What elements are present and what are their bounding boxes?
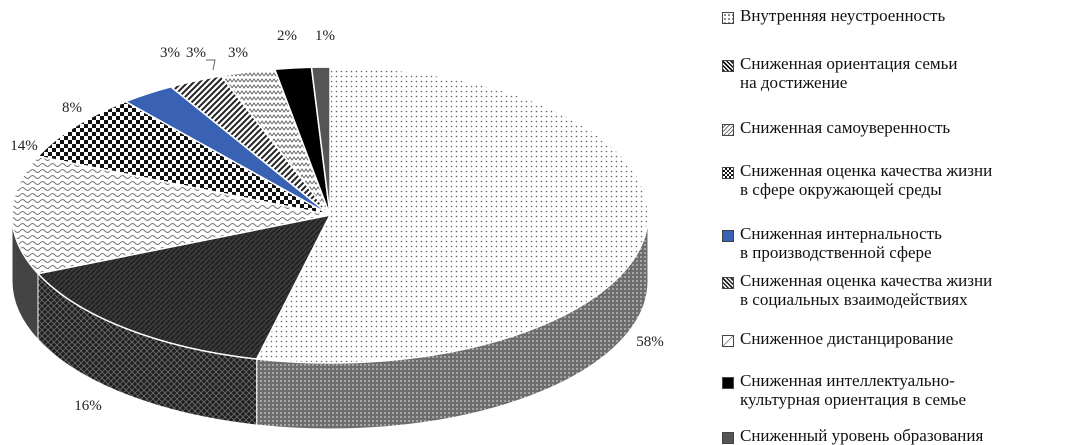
legend-item: Сниженная оценка качества жизни в сфере … bbox=[722, 161, 1091, 199]
legend-label: Сниженное дистанцирование bbox=[740, 329, 954, 348]
pie-label-6: 3% bbox=[228, 45, 248, 61]
legend-label: Сниженная интернальность в производствен… bbox=[740, 224, 942, 262]
pie-label-2: 14% bbox=[10, 138, 38, 154]
legend-swatch bbox=[722, 12, 734, 24]
leader-line bbox=[206, 59, 216, 71]
legend-item: Сниженная интернальность в производствен… bbox=[722, 224, 1091, 262]
pie-label-1: 16% bbox=[74, 398, 102, 414]
pie-label-5: 3% bbox=[186, 45, 206, 61]
pie-label-8: 1% bbox=[315, 28, 335, 44]
pie-label-7: 2% bbox=[277, 28, 297, 44]
legend-item: Сниженное дистанцирование bbox=[722, 329, 1091, 348]
legend-label: Сниженная ориентация семьи на достижение bbox=[740, 54, 958, 92]
pie-labels: 58% 16% 14% 8% 3% 3% 3% 2% 1% bbox=[10, 28, 664, 414]
legend-swatch bbox=[722, 335, 734, 347]
legend-label: Сниженная самоуверенность bbox=[740, 118, 951, 137]
pie-slice-8 bbox=[310, 66, 331, 216]
pie-tops bbox=[11, 66, 649, 364]
pie-label-4: 3% bbox=[160, 45, 180, 61]
legend-item: Сниженная оценка качества жизни в социал… bbox=[722, 271, 1091, 309]
pie-chart-area: 58% 16% 14% 8% 3% 3% 3% 2% 1% bbox=[10, 28, 664, 430]
pie-label-0: 58% bbox=[636, 334, 664, 350]
legend-label: Сниженная оценка качества жизни в социал… bbox=[740, 271, 993, 309]
legend-swatch bbox=[722, 124, 734, 136]
legend-item: Сниженная самоуверенность bbox=[722, 118, 1091, 137]
legend-item: Внутренняя неустроенность bbox=[722, 6, 1091, 25]
legend-swatch bbox=[722, 167, 734, 179]
legend-label: Сниженная оценка качества жизни в сфере … bbox=[740, 161, 993, 199]
pie-slice-3 bbox=[36, 100, 331, 216]
pie-slice-1 bbox=[36, 213, 332, 360]
legend-item: Сниженная ориентация семьи на достижение bbox=[722, 54, 1091, 92]
legend-swatch bbox=[722, 377, 734, 389]
legend-swatch bbox=[722, 432, 734, 444]
legend-item: Сниженная интеллектуально- культурная ор… bbox=[722, 371, 1091, 409]
pie-leaders bbox=[206, 59, 216, 71]
pie-slice-0 bbox=[255, 66, 649, 364]
legend-swatch bbox=[722, 230, 734, 242]
pie-chart: 58% 16% 14% 8% 3% 3% 3% 2% 1% bbox=[10, 28, 664, 430]
legend-swatch bbox=[722, 60, 734, 72]
legend-label: Сниженный уровень образования bbox=[740, 426, 984, 445]
pie-slice-2 bbox=[11, 155, 331, 275]
legend-label: Внутренняя неустроенность bbox=[740, 6, 946, 25]
legend-swatch bbox=[722, 277, 734, 289]
legend-item: Сниженный уровень образования bbox=[722, 426, 1091, 445]
pie-label-3: 8% bbox=[62, 100, 82, 116]
legend-label: Сниженная интеллектуально- культурная ор… bbox=[740, 371, 967, 409]
